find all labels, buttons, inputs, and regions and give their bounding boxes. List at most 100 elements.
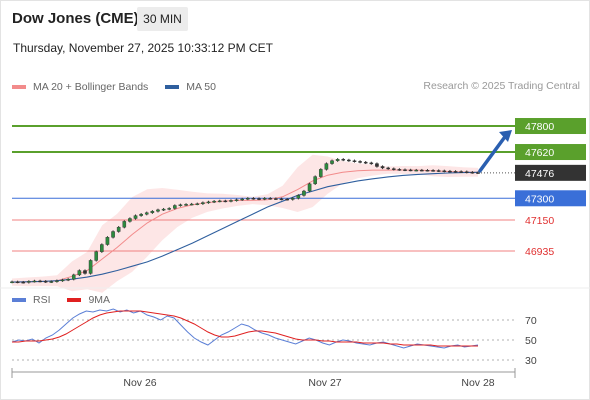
candle-body [201,202,205,204]
bollinger-band [12,154,478,293]
legend-item-rsi: RSI [12,294,51,306]
candle-body [436,170,441,172]
candle-body [77,270,82,276]
candle-body [324,163,329,170]
candle-body [313,176,317,185]
candle-body [49,281,54,283]
candle-body [375,163,379,167]
candle-body [290,198,295,200]
level-label-47150: 47150 [525,215,554,227]
candle-body [116,226,121,232]
candle-body [363,161,368,164]
candle-body [111,231,115,238]
rsi-tick-50: 50 [525,335,537,347]
candle-body [21,281,26,284]
rsi-line [11,308,479,349]
candle-body [352,160,357,162]
candle-body [100,244,104,252]
level-label-47620: 47620 [525,147,554,159]
projection-arrow-head [499,130,512,143]
candle-body [128,218,132,222]
candle-body [453,171,458,173]
candle-body [178,204,183,206]
candle-body [133,215,138,219]
candle-body [55,280,59,282]
candle-body [246,198,250,200]
candle-body [279,198,284,201]
x-tick-label: Nov 28 [461,377,494,389]
legend-label-9ma: 9MA [88,294,111,306]
candle-body [369,162,374,165]
rsi-9ma-line [12,310,478,347]
candle-body [341,159,346,161]
legend-swatch-ma20 [12,85,26,89]
ma50-line [11,171,479,283]
level-label-47800: 47800 [525,121,554,133]
candle-body [43,281,48,283]
credit-text: Research © 2025 Trading Central [423,80,580,92]
rsi-tick-30: 30 [525,355,537,367]
candle-body [397,169,402,171]
candle-body [391,168,396,170]
candle-body [274,198,278,200]
candle-body [173,205,177,209]
timeframe-button[interactable]: 30 MIN [137,7,188,31]
level-tag-47620 [515,144,586,161]
candle-body [229,200,233,202]
candle-body [88,260,93,274]
candle-body [206,201,211,204]
candle-body [240,198,244,201]
candle-body [442,170,447,173]
projection-arrow-shaft [478,132,509,173]
candle-body [105,237,110,245]
candle-body [251,198,256,200]
candle-body [184,204,188,206]
candle-body [167,208,172,210]
candle-body [189,203,194,206]
level-tag-47800 [515,118,586,135]
rsi-tick-70: 70 [525,315,537,327]
candle-body [150,211,155,213]
candle-body [38,280,42,283]
candle-body [83,270,87,274]
candle-body [32,280,37,283]
legend-item-ma50: MA 50 [165,81,216,93]
candle-body [403,169,407,171]
candle-body [144,212,149,215]
candle-body [335,159,340,161]
candle-body [285,198,289,201]
candle-body [94,251,99,261]
legend-item-ma20: MA 20 + Bollinger Bands [12,81,148,93]
candle-body [27,281,31,283]
candle-body [234,199,239,201]
candle-body [268,198,273,200]
candle-body [60,279,65,282]
candle-body [425,170,430,172]
candle-body [122,221,127,228]
candle-body [380,166,385,169]
candle-body [302,190,306,196]
candle-body [358,161,362,163]
level-label-46935: 46935 [525,246,554,258]
price-legend: MA 20 + Bollinger Bands MA 50 [12,80,230,93]
level-tag-47300 [515,190,586,207]
legend-swatch-ma50 [165,85,180,89]
candle-body [71,274,76,280]
candle-body [431,170,435,172]
candle-body [257,198,261,200]
candle-body [386,167,390,170]
legend-label-rsi: RSI [33,294,51,306]
candle-body [347,159,351,162]
candle-body [212,200,216,203]
candle-body [459,171,463,173]
candle-body [307,183,312,192]
timestamp: Thursday, November 27, 2025 10:33:12 PM … [13,41,273,55]
current-price-label: 47476 [525,168,554,180]
candle-body [296,195,301,199]
candle-body [223,200,228,203]
candle-body [318,169,323,177]
candle-body [15,281,20,284]
candle-body [464,171,469,173]
candle-body [139,213,143,216]
